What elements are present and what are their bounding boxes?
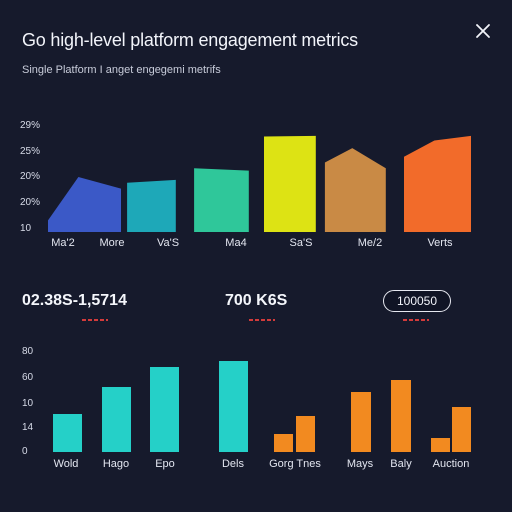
area-segment-1 bbox=[48, 177, 121, 232]
area-xtick-label: Va'S bbox=[156, 237, 180, 249]
bar-xtick-label: Gorg Tnes bbox=[269, 458, 321, 470]
bar-xtick-label: Hago bbox=[102, 458, 130, 470]
bar-xtick-label: Mays bbox=[346, 458, 374, 470]
bar-ytick-label: 60 bbox=[22, 372, 34, 383]
bar-9 bbox=[431, 438, 450, 452]
area-ytick-label: 20% bbox=[20, 197, 41, 208]
stat-middle-underline bbox=[249, 319, 275, 321]
page-subtitle: Single Platform I anget engegemi metrifs bbox=[22, 64, 221, 76]
area-segment-5 bbox=[324, 148, 386, 232]
stat-left-value: 02.38S-1,5714 bbox=[22, 292, 127, 309]
area-segment-2 bbox=[127, 179, 176, 232]
bar-xtick-label: Wold bbox=[53, 458, 79, 470]
page-title: Go high-level platform engagement metric… bbox=[22, 30, 358, 50]
bar-ytick-label: 0 bbox=[22, 446, 28, 457]
area-segment-4 bbox=[264, 135, 316, 232]
bar-10 bbox=[452, 407, 471, 452]
bar-ytick-label: 80 bbox=[22, 346, 34, 357]
area-xtick-label: Ma'2 bbox=[51, 237, 75, 249]
stat-pill[interactable]: 100050 bbox=[383, 290, 451, 312]
area-ytick-label: 10 bbox=[20, 223, 32, 234]
bar-xtick-label: Baly bbox=[390, 458, 412, 470]
bar-4 bbox=[219, 361, 248, 452]
bar-2 bbox=[102, 387, 131, 452]
area-segment-3 bbox=[194, 168, 249, 232]
bar-8 bbox=[391, 380, 411, 452]
bar-xtick-label: Auction bbox=[432, 458, 470, 470]
area-ytick-label: 25% bbox=[20, 146, 41, 157]
area-xtick-label: Verts bbox=[427, 237, 453, 249]
bar-ytick-label: 14 bbox=[22, 422, 34, 433]
close-icon[interactable] bbox=[472, 20, 494, 42]
area-xtick-label: Ma4 bbox=[225, 237, 247, 249]
stat-middle-value: 700 K6S bbox=[225, 292, 288, 309]
area-ytick-label: 20% bbox=[20, 171, 41, 182]
area-segment-6 bbox=[404, 135, 471, 232]
area-xtick-label: More bbox=[99, 237, 125, 249]
bar-7 bbox=[351, 392, 371, 452]
area-xtick-label: Me/2 bbox=[357, 237, 383, 249]
bar-6 bbox=[296, 416, 315, 452]
bar-ytick-label: 10 bbox=[22, 398, 34, 409]
bar-1 bbox=[53, 414, 82, 452]
stat-left-underline bbox=[82, 319, 108, 321]
area-ytick-label: 29% bbox=[20, 120, 41, 131]
bar-xtick-label: Epo bbox=[155, 458, 175, 470]
stat-pill-underline bbox=[403, 319, 429, 321]
bar-3 bbox=[150, 367, 179, 452]
area-xtick-label: Sa'S bbox=[289, 237, 313, 249]
bar-xtick-label: Dels bbox=[221, 458, 244, 470]
bar-5 bbox=[274, 434, 293, 452]
